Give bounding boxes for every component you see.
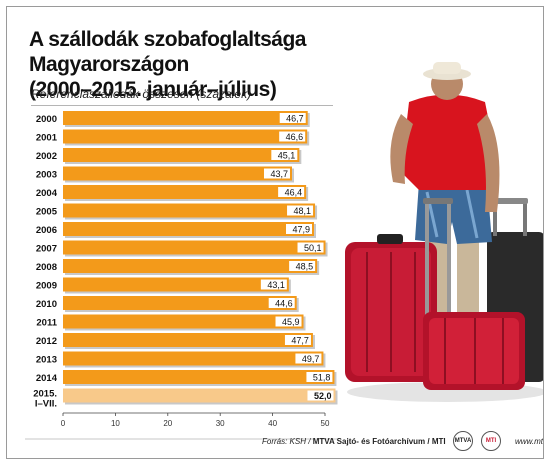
value-label: 45,1 <box>278 151 296 161</box>
x-tick-label: 10 <box>111 419 120 428</box>
value-label: 46,4 <box>285 188 303 198</box>
mtva-logo: MTVA <box>453 431 473 451</box>
footer-source: Forrás: KSH / <box>262 437 311 446</box>
category-label: 2015. <box>33 389 57 400</box>
infographic-panel: A szállodák szobafoglaltsága Magyarorszá… <box>6 6 544 459</box>
category-label: 2010 <box>36 299 57 310</box>
x-tick-label: 0 <box>61 419 66 428</box>
bar <box>63 259 318 273</box>
value-label-box <box>284 335 311 345</box>
footer-credit: Forrás: KSH / MTVA Sajtó- és Fotóarchívu… <box>262 437 446 446</box>
value-label: 43,1 <box>267 280 285 290</box>
value-label: 46,7 <box>286 114 304 124</box>
bar <box>63 166 292 181</box>
category-label: 2001 <box>36 133 58 144</box>
footer-url: www.mti.hu <box>515 437 543 446</box>
bar <box>63 111 308 125</box>
category-label: 2005 <box>36 207 58 218</box>
chart-title-line2: (2000–2015. január–július) <box>29 78 277 101</box>
bar <box>63 129 308 144</box>
value-label: 47,7 <box>291 336 309 346</box>
value-label-box <box>306 372 333 382</box>
category-label: 2006 <box>36 225 57 236</box>
footer-agency: MTVA Sajtó- és Fotóarchívum / MTI <box>312 437 446 446</box>
chart-title: A szállodák szobafoglaltsága Magyarorszá… <box>29 27 429 102</box>
bar <box>63 148 300 162</box>
value-label: 52,0 <box>314 391 332 401</box>
value-label-box <box>260 279 287 290</box>
category-label: 2002 <box>36 151 57 162</box>
category-label: 2007 <box>36 244 57 255</box>
bar <box>63 296 297 310</box>
category-label: 2012 <box>36 336 57 347</box>
value-label-box <box>279 113 306 123</box>
bar <box>63 203 316 218</box>
value-label: 47,9 <box>292 225 310 235</box>
value-label-box <box>279 131 306 142</box>
category-label: 2011 <box>36 318 57 329</box>
value-label-box <box>271 150 298 160</box>
value-label-box <box>295 353 322 364</box>
value-label: 45,9 <box>282 317 300 327</box>
value-label: 43,7 <box>270 169 288 179</box>
value-label: 46,6 <box>286 132 304 142</box>
value-label: 50,1 <box>304 243 322 253</box>
value-label-box <box>263 168 290 179</box>
category-label: 2008 <box>36 262 57 273</box>
bar-chart: 2000 46,7 2001 46,6 2002 45,1 2003 43,7 2004 46,4… <box>25 111 338 440</box>
value-label: 51,8 <box>313 373 331 383</box>
traveller-luggage-illustration <box>345 62 543 402</box>
value-label: 49,7 <box>302 354 320 364</box>
value-label-box <box>268 298 295 308</box>
subtitle-rule <box>31 105 333 106</box>
x-tick-label: 30 <box>216 419 225 428</box>
category-label: I–VII. <box>35 399 57 410</box>
bar <box>63 222 314 236</box>
value-label: 48,1 <box>294 206 312 216</box>
chart-subtitle: Referenciaszállodák összesen (százalék) <box>31 87 252 101</box>
value-label-box <box>307 390 334 401</box>
bar <box>63 185 307 199</box>
value-label-box <box>275 316 302 327</box>
x-tick-label: 40 <box>268 419 277 428</box>
category-label: 2004 <box>36 188 58 199</box>
mti-logo: MTI <box>481 431 501 451</box>
bar <box>63 370 335 384</box>
value-label-box <box>287 205 314 216</box>
x-tick-label: 50 <box>321 419 330 428</box>
value-label: 48,5 <box>296 262 314 272</box>
bar <box>63 314 304 329</box>
bar <box>63 351 324 366</box>
category-label: 2000 <box>36 114 57 125</box>
category-label: 2013 <box>36 355 57 366</box>
value-label-box <box>285 224 312 234</box>
x-tick-label: 20 <box>163 419 172 428</box>
category-label: 2014 <box>36 373 58 384</box>
value-label-box <box>297 242 324 253</box>
chart-title-line1: A szállodák szobafoglaltsága Magyarorszá… <box>29 28 306 76</box>
category-label: 2009 <box>36 281 57 292</box>
category-label: 2003 <box>36 170 57 181</box>
bar <box>63 277 289 292</box>
value-label: 44,6 <box>275 299 293 309</box>
bar <box>63 388 336 403</box>
value-label-box <box>278 187 305 197</box>
value-label-box <box>289 261 316 271</box>
bar <box>63 333 313 347</box>
bar <box>63 240 326 255</box>
